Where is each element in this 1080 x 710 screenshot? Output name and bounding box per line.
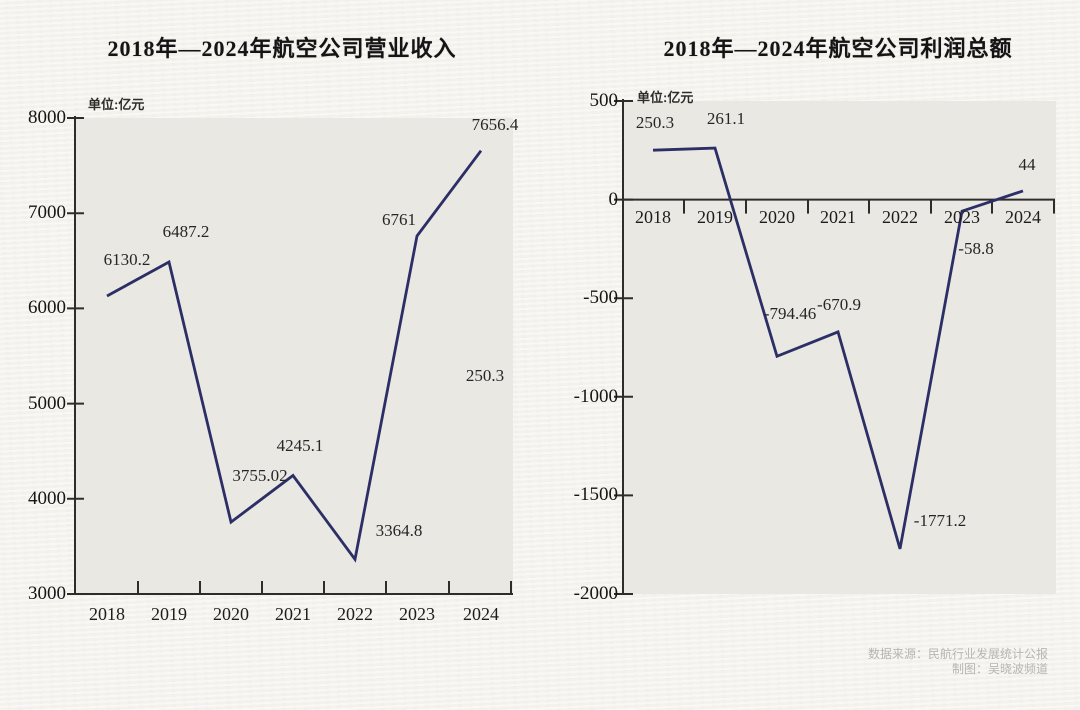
- y-tick-label: 7000: [28, 202, 66, 224]
- data-label: 3364.8: [375, 521, 423, 541]
- x-tick-label: 2022: [337, 604, 373, 624]
- data-label: 261.1: [706, 109, 746, 129]
- data-source-line: 数据来源：民航行业发展统计公报: [867, 647, 1048, 661]
- data-label: 6487.2: [162, 222, 210, 242]
- x-tick-label: 2023: [399, 604, 435, 624]
- y-tick-label: 8000: [28, 107, 66, 128]
- x-tick-label: 2019: [151, 604, 187, 624]
- data-label: 44: [1018, 154, 1036, 174]
- data-line: [652, 146, 1024, 550]
- x-tick-label: 2018: [89, 604, 125, 624]
- revenue-chart-title: 2018年—2024年航空公司营业收入: [107, 36, 457, 61]
- footer-credits: 数据来源：民航行业发展统计公报 制图：吴晓波频道: [868, 647, 1048, 677]
- data-label: 6130.2: [103, 250, 151, 269]
- x-tick-label: 2020: [759, 207, 795, 227]
- data-label: 6761: [382, 209, 416, 229]
- y-tick-label: -2000: [573, 583, 618, 604]
- revenue-plot-area: [75, 118, 513, 594]
- x-tick-label: 2024: [463, 604, 499, 624]
- data-label: -794.46: [763, 304, 817, 324]
- y-tick-label: 4000: [28, 487, 66, 509]
- data-label: 7656.4: [471, 114, 519, 134]
- y-tick-label: 5000: [28, 392, 66, 414]
- y-tick-label: 3000: [28, 583, 66, 604]
- profit-plot-area: [623, 101, 1056, 594]
- y-tick-label: -1500: [573, 484, 618, 506]
- x-tick-label: 2018: [635, 207, 671, 227]
- data-label: -1771.2: [913, 510, 967, 530]
- y-tick-label: -1000: [573, 385, 618, 407]
- x-tick-label: 2023: [944, 207, 980, 227]
- data-line: [106, 149, 483, 563]
- data-label: 3755.02: [232, 466, 288, 486]
- data-label: -58.8: [958, 239, 994, 259]
- data-label: 4245.1: [276, 436, 324, 456]
- x-tick-label: 2021: [820, 207, 856, 227]
- profit-unit-label: 单位:亿元: [637, 90, 694, 105]
- credit-line: 制图：吴晓波频道: [951, 662, 1048, 676]
- y-tick-label: -500: [583, 287, 618, 309]
- x-tick-label: 2024: [1005, 207, 1041, 227]
- x-tick-label: 2019: [697, 207, 733, 227]
- stray-data-label: 250.3: [465, 366, 505, 385]
- y-tick-label: 0: [608, 188, 619, 210]
- x-tick-label: 2020: [213, 604, 249, 624]
- x-tick-label: 2022: [882, 207, 918, 227]
- profit-chart-title: 2018年—2024年航空公司利润总额: [663, 36, 1013, 61]
- data-label: 250.3: [635, 113, 675, 133]
- data-label: -670.9: [817, 294, 861, 314]
- revenue-unit-label: 单位:亿元: [88, 97, 145, 112]
- y-tick-label: 500: [589, 90, 619, 111]
- y-tick-label: 6000: [28, 297, 66, 319]
- x-tick-label: 2021: [275, 604, 311, 624]
